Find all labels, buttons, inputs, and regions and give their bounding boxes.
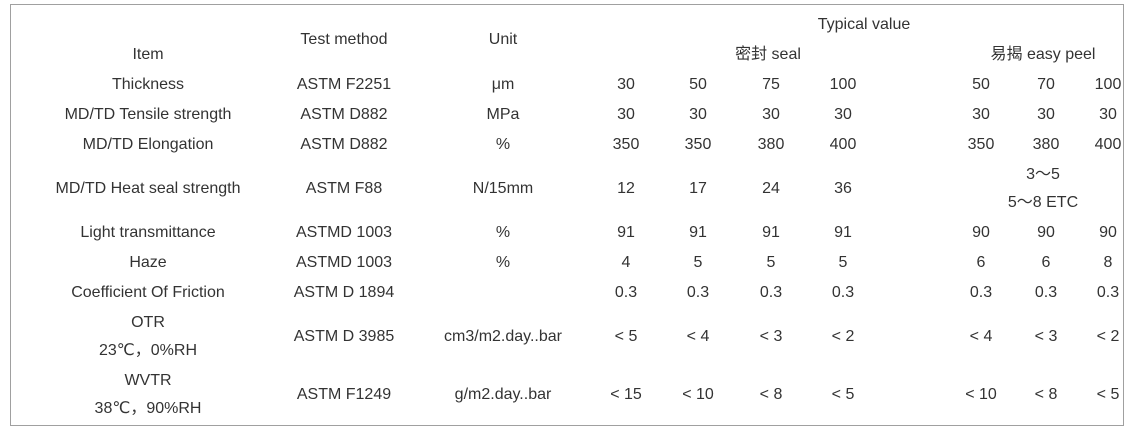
- easy-peel-value: < 4: [969, 328, 993, 345]
- unit: %: [495, 224, 511, 241]
- header-item: Item: [132, 46, 164, 63]
- easy-peel-value: 50: [972, 76, 990, 93]
- easy-peel-value: 5～8 ETC: [1007, 194, 1079, 211]
- seal-value: < 8: [759, 386, 783, 403]
- seal-value: < 5: [831, 386, 855, 403]
- easy-peel-value: 30: [1099, 106, 1117, 123]
- easy-peel-value: 90: [1037, 224, 1055, 241]
- seal-value: < 5: [614, 328, 638, 345]
- seal-value: < 2: [831, 328, 855, 345]
- seal-value: 350: [612, 136, 640, 153]
- seal-value: 50: [689, 76, 707, 93]
- seal-value: 350: [684, 136, 712, 153]
- item-label: Coefficient Of Friction: [71, 284, 225, 301]
- seal-value: 30: [617, 106, 635, 123]
- seal-value: 30: [834, 106, 852, 123]
- seal-value: 0.3: [614, 284, 638, 301]
- easy-peel-value: 380: [1032, 136, 1060, 153]
- item-label: MD/TD Elongation: [82, 136, 214, 153]
- seal-value: 91: [689, 224, 707, 241]
- seal-value: 91: [834, 224, 852, 241]
- seal-value: 30: [617, 76, 635, 93]
- seal-value: 5: [693, 254, 703, 271]
- seal-value: 36: [834, 180, 852, 197]
- easy-peel-value: 90: [1099, 224, 1117, 241]
- item-label: Light transmittance: [80, 224, 216, 241]
- easy-peel-value: 8: [1103, 254, 1113, 271]
- seal-value: < 15: [610, 386, 642, 403]
- test-method: ASTM D882: [300, 106, 388, 123]
- seal-value: 91: [762, 224, 780, 241]
- seal-value: 380: [757, 136, 785, 153]
- seal-value: 17: [689, 180, 707, 197]
- easy-peel-value: < 3: [1034, 328, 1058, 345]
- easy-peel-value: 90: [972, 224, 990, 241]
- unit: MPa: [486, 106, 520, 123]
- item-label: Thickness: [111, 76, 185, 93]
- header-easy-peel: 易揭 easy peel: [990, 46, 1096, 63]
- easy-peel-value: 100: [1094, 76, 1122, 93]
- easy-peel-value: 3～5: [1026, 166, 1060, 183]
- seal-value: 100: [829, 76, 857, 93]
- seal-value: 91: [617, 224, 635, 241]
- unit: cm3/m2.day..bar: [444, 328, 562, 345]
- test-method: ASTM D 1894: [293, 284, 395, 301]
- unit: g/m2.day..bar: [454, 386, 552, 403]
- test-method: ASTM D882: [300, 136, 388, 153]
- seal-value: 0.3: [831, 284, 855, 301]
- item-label: WVTR: [124, 372, 172, 389]
- easy-peel-value: 350: [967, 136, 995, 153]
- seal-value: 0.3: [686, 284, 710, 301]
- seal-value: 0.3: [759, 284, 783, 301]
- easy-peel-value: 0.3: [1096, 284, 1120, 301]
- test-method: ASTMD 1003: [295, 254, 393, 271]
- easy-peel-value: < 8: [1034, 386, 1058, 403]
- seal-value: < 4: [686, 328, 710, 345]
- test-method: ASTM F88: [305, 180, 383, 197]
- easy-peel-value: 30: [972, 106, 990, 123]
- seal-value: < 3: [759, 328, 783, 345]
- seal-value: 12: [617, 180, 635, 197]
- unit: %: [495, 254, 511, 271]
- item-label: 38℃，90%RH: [94, 400, 202, 417]
- test-method: ASTM D 3985: [293, 328, 395, 345]
- seal-value: 30: [689, 106, 707, 123]
- seal-value: 5: [838, 254, 848, 271]
- seal-value: 4: [621, 254, 631, 271]
- easy-peel-value: < 10: [965, 386, 997, 403]
- seal-value: 5: [766, 254, 776, 271]
- seal-value: 24: [762, 180, 780, 197]
- test-method: ASTMD 1003: [295, 224, 393, 241]
- unit: %: [495, 136, 511, 153]
- easy-peel-value: < 5: [1096, 386, 1120, 403]
- easy-peel-value: < 2: [1096, 328, 1120, 345]
- item-label: Haze: [129, 254, 167, 271]
- unit: N/15mm: [472, 180, 534, 197]
- easy-peel-value: 70: [1037, 76, 1055, 93]
- item-label: MD/TD Heat seal strength: [55, 180, 241, 197]
- table-border: [10, 4, 1124, 426]
- easy-peel-value: 6: [1041, 254, 1051, 271]
- item-label: MD/TD Tensile strength: [64, 106, 232, 123]
- seal-value: < 10: [682, 386, 714, 403]
- easy-peel-value: 400: [1094, 136, 1122, 153]
- test-method: ASTM F1249: [296, 386, 392, 403]
- seal-value: 75: [762, 76, 780, 93]
- easy-peel-value: 0.3: [969, 284, 993, 301]
- header-test-method: Test method: [300, 31, 388, 48]
- item-label: OTR: [131, 314, 165, 331]
- seal-value: 30: [762, 106, 780, 123]
- easy-peel-value: 0.3: [1034, 284, 1058, 301]
- header-seal: 密封 seal: [735, 46, 801, 63]
- easy-peel-value: 6: [976, 254, 986, 271]
- easy-peel-value: 30: [1037, 106, 1055, 123]
- unit: μm: [491, 76, 515, 93]
- header-unit: Unit: [488, 31, 518, 48]
- test-method: ASTM F2251: [296, 76, 392, 93]
- seal-value: 400: [829, 136, 857, 153]
- header-typical-value: Typical value: [817, 16, 911, 33]
- item-label: 23℃，0%RH: [98, 342, 198, 359]
